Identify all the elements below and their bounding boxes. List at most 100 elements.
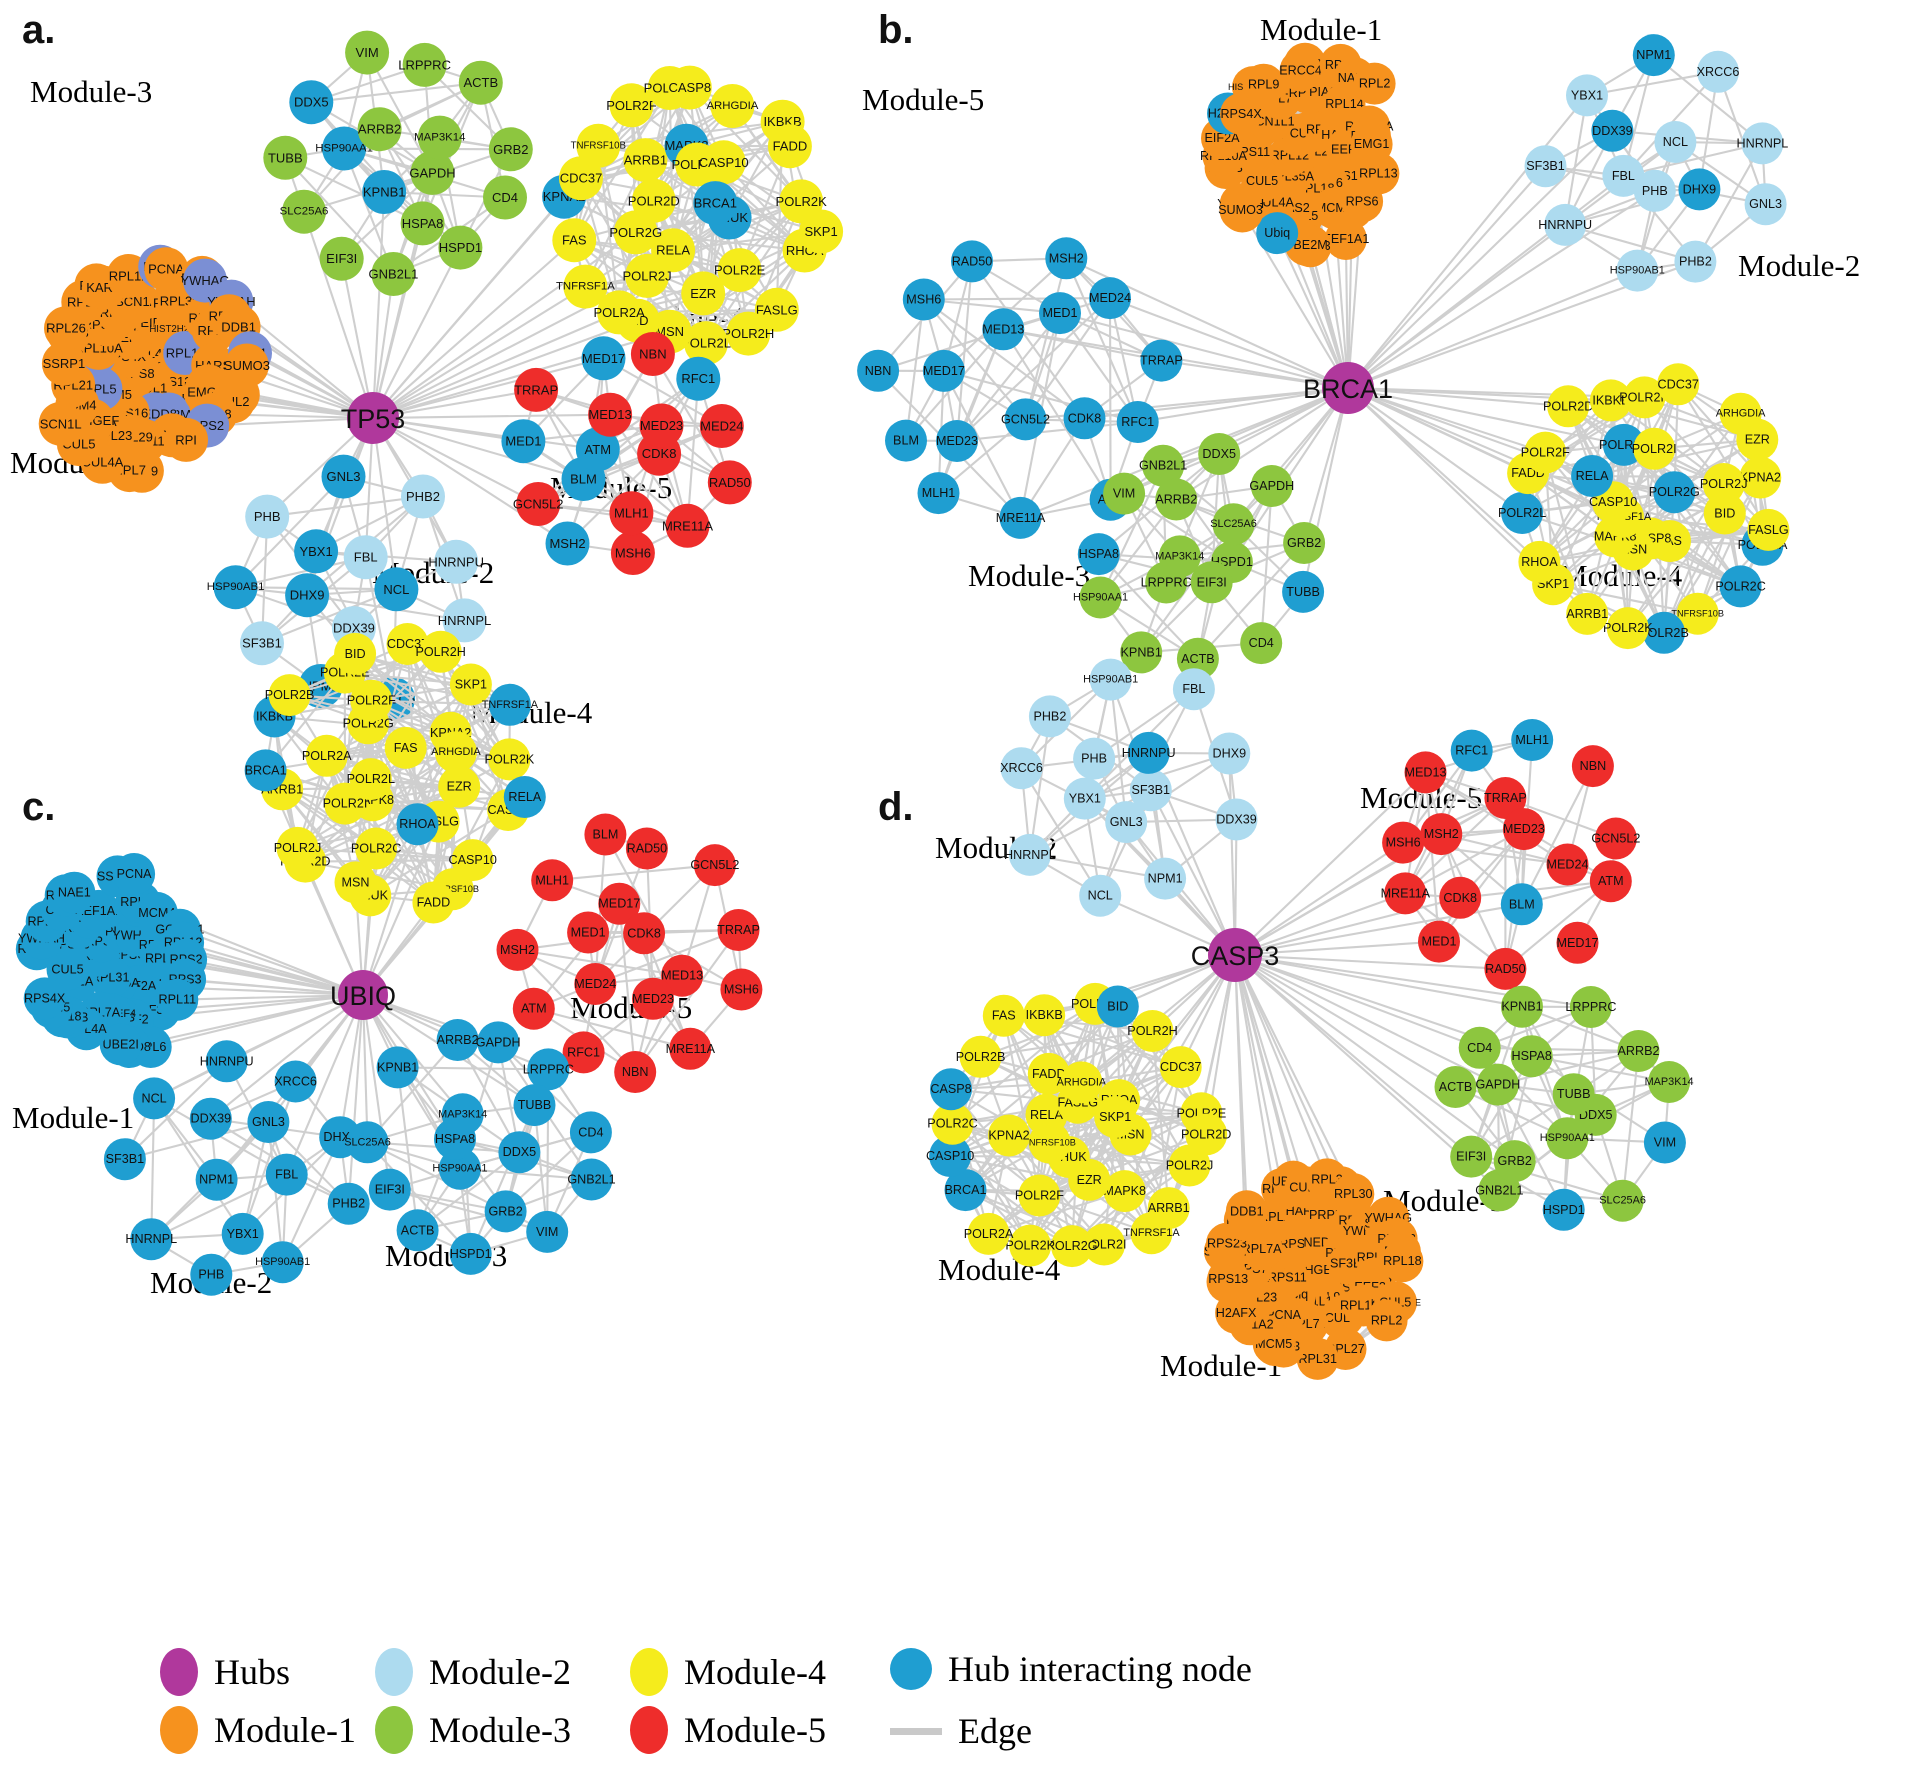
network-node[interactable]: SF3B1 xyxy=(103,1138,146,1181)
hub-node[interactable]: CASP3 xyxy=(1191,928,1280,982)
network-node[interactable]: POLR2C xyxy=(351,827,401,870)
network-node[interactable]: GNL3 xyxy=(1105,801,1148,844)
network-node[interactable]: MED17 xyxy=(922,349,965,392)
network-node[interactable]: POLR2H xyxy=(1619,376,1670,419)
network-node[interactable]: GCN5L2 xyxy=(1591,817,1640,860)
network-node[interactable]: GNL3 xyxy=(1744,183,1787,226)
network-node[interactable]: YBX1 xyxy=(1063,777,1106,820)
network-node[interactable]: NBN xyxy=(630,332,675,376)
network-node[interactable]: MED1 xyxy=(501,419,546,464)
network-node[interactable]: ACTB xyxy=(1434,1066,1477,1108)
network-node[interactable]: FASLG xyxy=(1747,508,1790,551)
network-node[interactable]: GRB2 xyxy=(1283,522,1326,564)
network-node[interactable]: FAS xyxy=(384,726,427,769)
network-node[interactable]: CDK8 xyxy=(623,912,666,955)
network-node[interactable]: NCL xyxy=(374,567,419,612)
network-node[interactable]: EIF3I xyxy=(319,236,364,281)
network-node[interactable]: POLR2F xyxy=(1521,431,1570,474)
network-node[interactable]: POLR2A xyxy=(593,290,645,335)
network-node[interactable]: RELA xyxy=(1571,455,1614,497)
network-node[interactable]: TRRAP xyxy=(1140,339,1183,382)
network-node[interactable]: EZR xyxy=(1736,418,1779,461)
network-node[interactable]: ATM xyxy=(512,987,555,1030)
network-node[interactable]: HSPA8 xyxy=(1077,533,1120,576)
network-node[interactable]: ARRB1 xyxy=(623,138,668,183)
network-node[interactable]: PCNA xyxy=(113,853,156,895)
network-node[interactable]: RAD50 xyxy=(1484,947,1527,990)
network-node[interactable]: SF3B1 xyxy=(1129,769,1172,812)
network-node[interactable]: GRB2 xyxy=(484,1190,527,1233)
network-node[interactable]: HSP90AA1 xyxy=(315,126,373,171)
network-node[interactable]: SLC25A6 xyxy=(1210,503,1257,546)
network-node[interactable]: FADD xyxy=(1027,1052,1070,1095)
network-node[interactable]: DDX5 xyxy=(289,80,334,125)
network-node[interactable]: SKP1 xyxy=(1094,1096,1137,1138)
network-node[interactable]: POLR2L xyxy=(1498,492,1546,534)
network-node[interactable]: HNRNPU xyxy=(428,539,484,584)
network-node[interactable]: RPL18 xyxy=(1381,1240,1424,1283)
network-node[interactable]: MED1 xyxy=(1418,920,1460,963)
network-node[interactable]: RPL2 xyxy=(1353,62,1396,105)
network-node[interactable]: LRPPRC xyxy=(398,42,451,87)
network-node[interactable]: YBX1 xyxy=(1566,74,1608,117)
network-node[interactable]: MRE11A xyxy=(666,1027,716,1070)
network-node[interactable]: GRB2 xyxy=(1493,1140,1536,1183)
network-node[interactable]: MAP3K14 xyxy=(414,115,465,160)
network-node[interactable]: POLR2F xyxy=(347,679,396,722)
network-node[interactable]: RFC1 xyxy=(676,356,721,401)
network-node[interactable]: HSPD1 xyxy=(449,1232,492,1275)
network-node[interactable]: BRCA1 xyxy=(244,749,287,792)
network-node[interactable]: EIF3I xyxy=(1190,561,1233,604)
network-node[interactable]: NBN xyxy=(857,349,900,392)
network-node[interactable]: Ubiq xyxy=(1256,212,1299,255)
network-node[interactable]: TUBB xyxy=(1282,570,1325,613)
network-node[interactable]: GCN5L2 xyxy=(1001,398,1050,441)
network-node[interactable]: PCNA xyxy=(144,247,189,292)
network-node[interactable]: FAS xyxy=(552,218,597,263)
network-node[interactable]: ARRB2 xyxy=(436,1019,479,1061)
network-node[interactable]: RPS6 xyxy=(1341,180,1384,223)
network-node[interactable]: BRCA1 xyxy=(693,181,738,226)
network-node[interactable]: POLR2C xyxy=(1715,565,1766,608)
network-node[interactable]: DDB1 xyxy=(1225,1190,1268,1233)
network-node[interactable]: HSPD1 xyxy=(438,225,483,270)
network-node[interactable]: MRE11A xyxy=(662,503,713,548)
network-node[interactable]: ARHGDIA xyxy=(431,731,481,774)
network-node[interactable]: MED13 xyxy=(1404,751,1447,794)
network-node[interactable]: ATM xyxy=(575,427,620,472)
network-node[interactable]: SKP1 xyxy=(449,663,492,706)
network-node[interactable]: EZR xyxy=(681,271,726,316)
network-node[interactable]: MED17 xyxy=(598,882,641,925)
network-node[interactable]: DDX39 xyxy=(189,1097,232,1140)
network-node[interactable]: HSPD1 xyxy=(1542,1188,1585,1231)
network-node[interactable]: POLR2A xyxy=(302,734,352,777)
network-node[interactable]: HSPA8 xyxy=(1510,1035,1553,1078)
network-node[interactable]: RPL11 xyxy=(156,978,199,1021)
network-node[interactable]: EEF1A1 xyxy=(1322,218,1369,260)
network-node[interactable]: RPL30 xyxy=(1332,1173,1375,1216)
network-node[interactable]: IKBKB xyxy=(1023,994,1066,1037)
network-node[interactable]: TRRAP xyxy=(514,367,558,412)
network-node[interactable]: GCN5L2 xyxy=(513,482,564,526)
network-node[interactable]: MED17 xyxy=(1556,921,1599,964)
network-node[interactable]: BRCA1 xyxy=(944,1169,987,1212)
network-node[interactable]: KPNB1 xyxy=(362,170,407,214)
network-node[interactable]: NCL xyxy=(1079,874,1122,917)
network-node[interactable]: KPNA2 xyxy=(988,1114,1030,1157)
network-node[interactable]: RFC1 xyxy=(1450,729,1493,772)
network-node[interactable]: FBL xyxy=(265,1153,308,1196)
network-node[interactable]: PHB2 xyxy=(1028,695,1071,738)
network-node[interactable]: PHB xyxy=(1073,737,1116,780)
network-node[interactable]: MED17 xyxy=(581,336,626,381)
network-node[interactable]: MSH2 xyxy=(545,521,590,566)
network-node[interactable]: PHB xyxy=(245,494,290,539)
network-node[interactable]: NPM1 xyxy=(195,1158,238,1201)
network-node[interactable]: IKBKB xyxy=(1589,379,1632,422)
network-node[interactable]: POLR2G xyxy=(1046,1225,1098,1268)
network-node[interactable]: RAD50 xyxy=(707,460,752,505)
network-node[interactable]: MED23 xyxy=(632,977,674,1020)
network-node[interactable]: RAD50 xyxy=(625,827,668,870)
network-node[interactable]: SLC25A6 xyxy=(1599,1179,1646,1222)
network-node[interactable]: CDC37 xyxy=(1159,1046,1202,1089)
network-node[interactable]: POLR2K xyxy=(485,738,535,781)
